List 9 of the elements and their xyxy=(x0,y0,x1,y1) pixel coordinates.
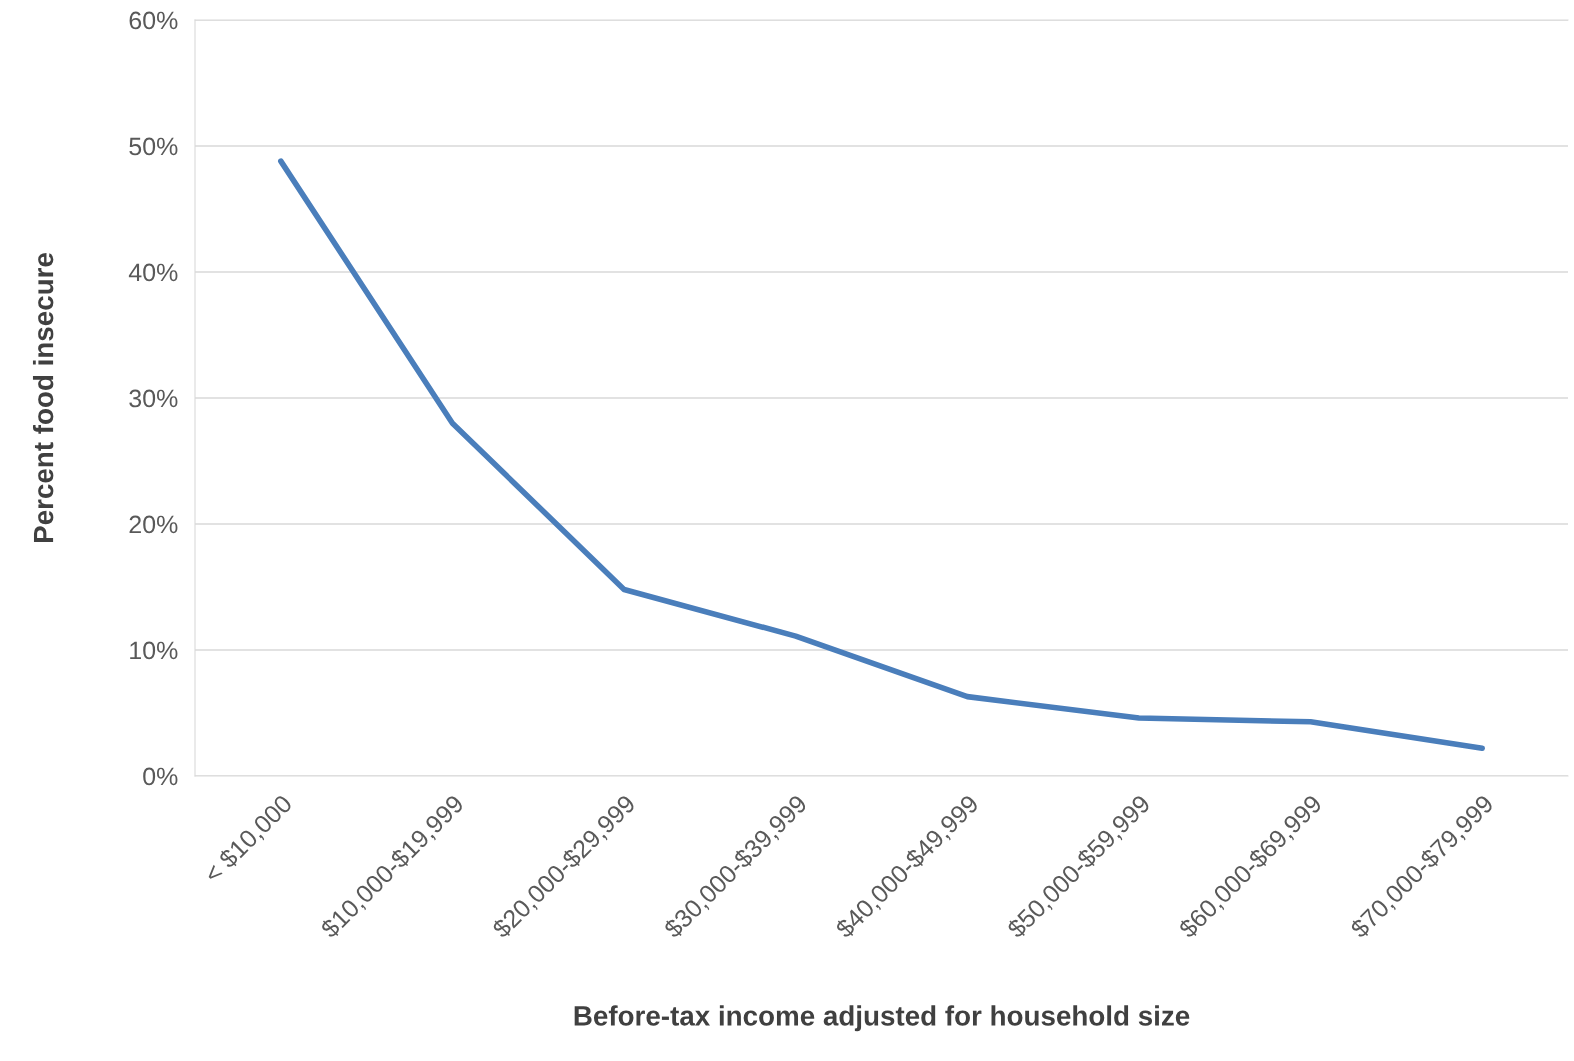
y-tick-label: 20% xyxy=(129,515,178,534)
y-axis-title: Percent food insecure xyxy=(32,253,54,543)
y-tick-label: 10% xyxy=(130,641,178,660)
y-tick-label: 30% xyxy=(129,389,178,408)
y-tick-label: 0% xyxy=(143,767,178,786)
y-tick-label: 60% xyxy=(129,11,178,30)
x-axis-title: Before-tax income adjusted for household size xyxy=(574,1005,1190,1032)
y-tick-label: 40% xyxy=(128,263,178,282)
y-tick-label: 50% xyxy=(129,137,178,156)
